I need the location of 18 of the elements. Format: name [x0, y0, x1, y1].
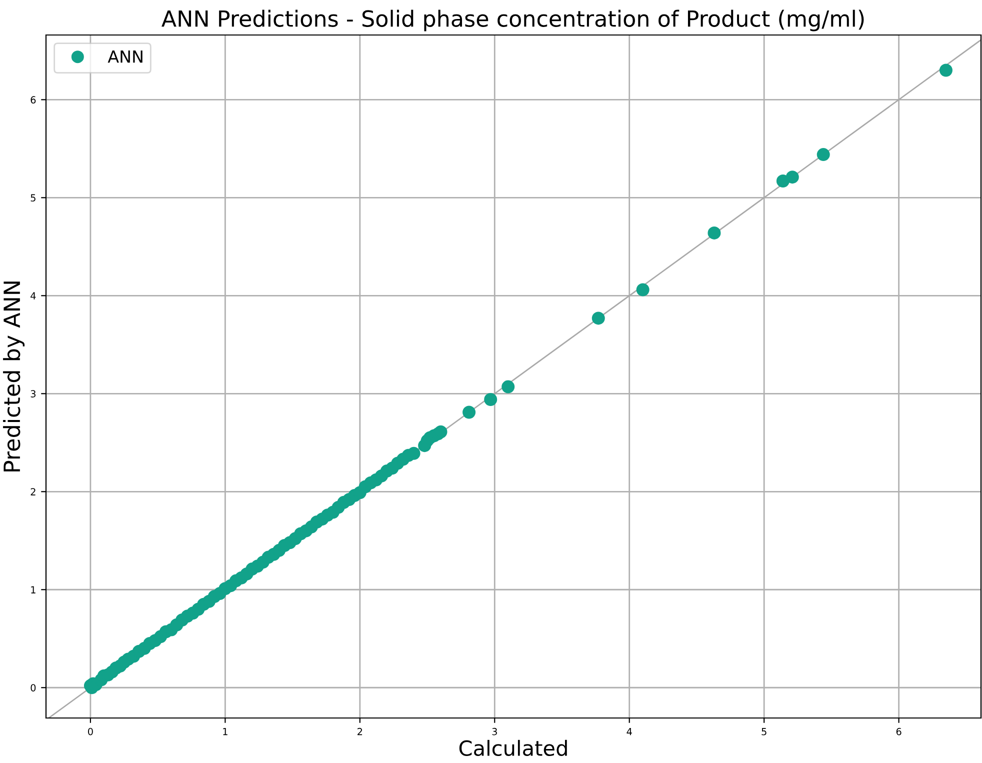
- x-tick-label: 1: [223, 728, 228, 736]
- x-tick-label: 2: [358, 728, 362, 736]
- x-tick-label: 3: [492, 728, 497, 736]
- x-tick-label: 6: [896, 728, 902, 736]
- x-tick-label: 4: [626, 728, 632, 736]
- y-tick-label: 6: [30, 96, 36, 104]
- y-tick-label: 5: [30, 194, 36, 202]
- y-tick-label: 4: [30, 292, 36, 300]
- x-tick-label: 0: [88, 728, 93, 736]
- y-tick-label: 0: [30, 684, 36, 692]
- chart-title: ANN Predictions - Solid phase concentration of Product (mg/ml): [162, 10, 864, 32]
- y-axis-title: Predicted by ANN: [3, 282, 25, 472]
- legend-label: ANN: [108, 50, 142, 63]
- x-tick-label: 5: [762, 728, 766, 736]
- x-axis-title: Calculated: [459, 740, 567, 756]
- y-tick-label: 2: [30, 488, 36, 496]
- y-tick-label: 1: [31, 586, 36, 594]
- y-tick-label: 3: [30, 390, 36, 398]
